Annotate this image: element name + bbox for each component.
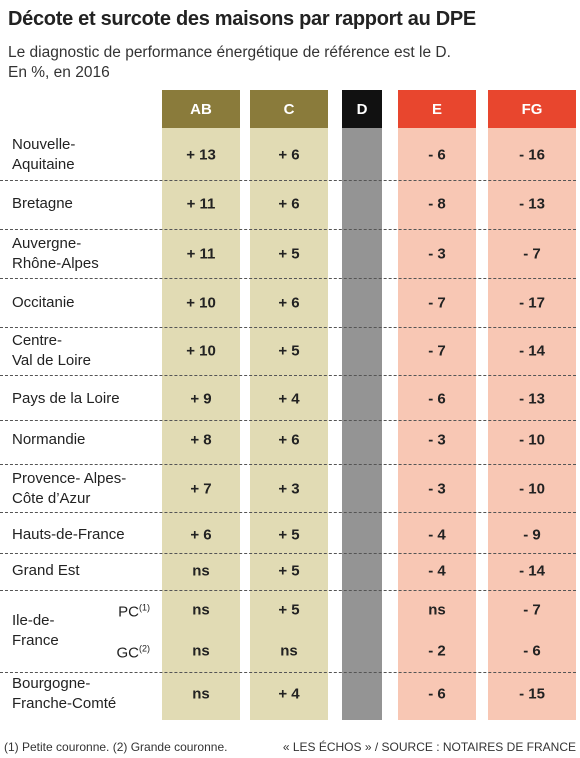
row-separator <box>0 375 576 376</box>
region-label: Occitanie <box>12 294 75 311</box>
row-separator <box>0 672 576 673</box>
cell-value: - 4 <box>428 562 446 580</box>
column-header: E <box>398 90 476 128</box>
cell-value: - 9 <box>523 526 541 544</box>
cell-value: - 2 <box>428 642 446 660</box>
cell-value: + 6 <box>278 431 300 449</box>
column-body <box>398 128 476 720</box>
row-separator <box>0 180 576 181</box>
cell-value: - 14 <box>519 342 545 360</box>
cell-value: - 3 <box>428 480 446 498</box>
cell-value: - 7 <box>428 342 446 360</box>
cell-value: - 13 <box>519 195 545 213</box>
source: « LES ÉCHOS » / SOURCE : NOTAIRES DE FRA… <box>282 740 576 754</box>
region-label: Pays de la Loire <box>12 390 120 407</box>
cell-value: + 10 <box>186 342 216 360</box>
cell-value: ns <box>192 601 210 619</box>
cell-value: + 5 <box>278 526 300 544</box>
cell-value: - 4 <box>428 526 446 544</box>
region-label: Centre- Val de Loire <box>12 332 91 369</box>
row-separator <box>0 278 576 279</box>
row-separator <box>0 512 576 513</box>
column-body <box>162 128 240 720</box>
cell-value: + 6 <box>278 146 300 164</box>
cell-value: - 7 <box>428 294 446 312</box>
region-label: Ile-de- France <box>12 611 59 649</box>
region-label: Auvergne- Rhône-Alpes <box>12 235 99 272</box>
cell-value: + 5 <box>278 245 300 263</box>
cell-value: - 6 <box>428 390 446 408</box>
row-separator <box>0 420 576 421</box>
cell-value: + 6 <box>278 294 300 312</box>
cell-value: + 4 <box>278 685 300 703</box>
cell-value: + 4 <box>278 390 300 408</box>
cell-value: - 7 <box>523 601 541 619</box>
cell-value: ns <box>192 642 210 660</box>
region-label: Nouvelle- Aquitaine <box>12 136 76 173</box>
region-label: Bourgogne- Franche-Comté <box>12 675 117 712</box>
cell-value: + 5 <box>278 601 300 619</box>
cell-value: - 6 <box>428 685 446 703</box>
region-label: Normandie <box>12 431 86 448</box>
subtitle: Le diagnostic de performance énergétique… <box>8 44 451 61</box>
cell-value: - 16 <box>519 146 545 164</box>
cell-value: - 6 <box>428 146 446 164</box>
region-label: Provence- Alpes- Côte d’Azur <box>12 470 127 507</box>
cell-value: ns <box>192 685 210 703</box>
cell-value: - 13 <box>519 390 545 408</box>
subrow-label: PC(1) <box>118 602 150 621</box>
cell-value: - 6 <box>523 642 541 660</box>
footnote: (1) Petite couronne. (2) Grande couronne… <box>4 740 228 754</box>
cell-value: - 3 <box>428 431 446 449</box>
cell-value: ns <box>280 642 298 660</box>
cell-value: + 7 <box>190 480 212 498</box>
row-separator <box>0 229 576 230</box>
column-header: C <box>250 90 328 128</box>
column-body <box>250 128 328 720</box>
cell-value: - 3 <box>428 245 446 263</box>
title: Décote et surcote des maisons par rappor… <box>8 8 476 30</box>
note-mark: (1) <box>139 602 150 613</box>
cell-value: + 8 <box>190 431 212 449</box>
cell-value: + 11 <box>186 195 216 213</box>
cell-value: - 7 <box>523 245 541 263</box>
cell-value: - 17 <box>519 294 545 312</box>
row-separator <box>0 553 576 554</box>
cell-value: ns <box>192 562 210 580</box>
unit-note: En %, en 2016 <box>8 64 110 81</box>
column-body <box>342 128 382 720</box>
region-label: Bretagne <box>12 195 73 212</box>
cell-value: + 5 <box>278 342 300 360</box>
note-mark: (2) <box>139 643 150 654</box>
column-header: D <box>342 90 382 128</box>
cell-value: + 3 <box>278 480 300 498</box>
cell-value: + 11 <box>186 245 216 263</box>
cell-value: + 10 <box>186 294 216 312</box>
region-label: Grand Est <box>12 562 80 579</box>
row-separator <box>0 590 576 591</box>
cell-value: - 14 <box>519 562 545 580</box>
cell-value: + 13 <box>186 146 216 164</box>
column-body <box>488 128 576 720</box>
cell-value: + 9 <box>190 390 212 408</box>
column-header: FG <box>488 90 576 128</box>
column-header: AB <box>162 90 240 128</box>
cell-value: - 15 <box>519 685 545 703</box>
cell-value: - 10 <box>519 480 545 498</box>
subrow-label: GC(2) <box>116 643 151 662</box>
cell-value: + 5 <box>278 562 300 580</box>
cell-value: ns <box>428 601 446 619</box>
row-separator <box>0 327 576 328</box>
cell-value: + 6 <box>278 195 300 213</box>
cell-value: + 6 <box>190 526 212 544</box>
cell-value: - 10 <box>519 431 545 449</box>
row-separator <box>0 464 576 465</box>
cell-value: - 8 <box>428 195 446 213</box>
region-label: Hauts-de-France <box>12 526 125 543</box>
